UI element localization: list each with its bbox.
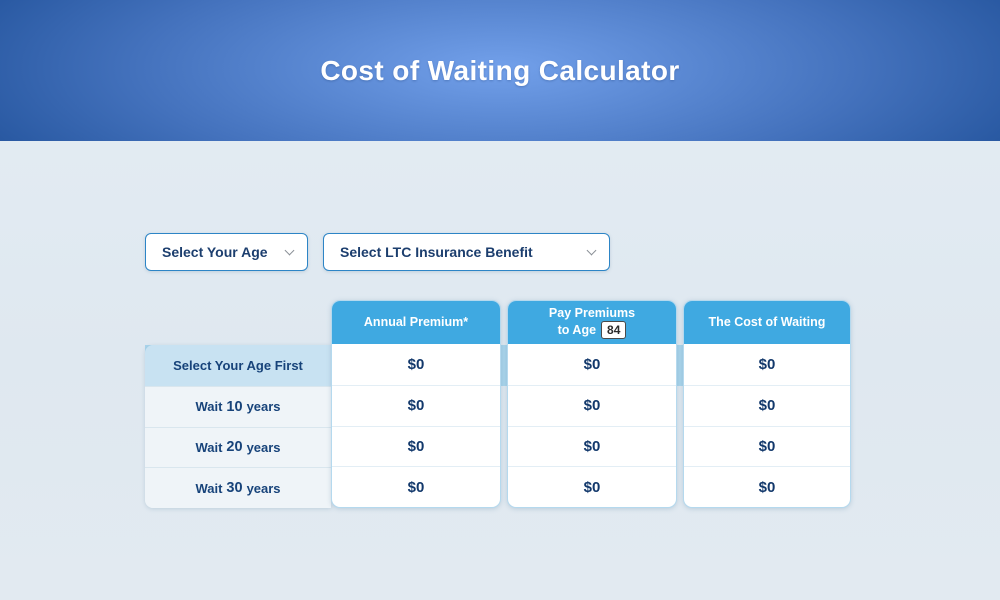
cell-cost-of-waiting-row-1: $0 bbox=[758, 355, 776, 373]
row-label-text: Wait bbox=[195, 480, 223, 496]
row-label-wait-20-years: Wait 20 years bbox=[145, 426, 331, 468]
row-label-column: Select Your Age First Wait 10 years Wait… bbox=[145, 345, 331, 508]
age-select[interactable]: Select Your Age bbox=[145, 233, 308, 271]
row-label-wait-30-years: Wait 30 years bbox=[145, 467, 331, 508]
row-label-text: Wait bbox=[195, 439, 223, 455]
row-label-number: 10 bbox=[226, 398, 243, 415]
cell-cost-of-waiting-row-3: $0 bbox=[684, 425, 850, 467]
cell-annual-premium-row-3: $0 bbox=[332, 425, 500, 467]
row-label-text: years bbox=[246, 399, 281, 415]
cell-annual-premium-row-4: $0 bbox=[332, 466, 500, 507]
row-label-text: years bbox=[246, 439, 281, 455]
column-header-text: The Cost of Waiting bbox=[708, 314, 826, 329]
row-label-number: 30 bbox=[226, 480, 243, 497]
pay-to-age-input[interactable]: 84 bbox=[601, 321, 627, 340]
row-label-number: 20 bbox=[226, 439, 243, 456]
age-select-value: Select Your Age bbox=[162, 244, 268, 260]
column-header-text: Annual Premium* bbox=[363, 314, 469, 329]
row-label-wait-10-years: Wait 10 years bbox=[145, 385, 331, 427]
chevron-down-icon bbox=[586, 245, 597, 256]
cell-pay-premiums-row-2: $0 bbox=[508, 384, 676, 426]
cell-annual-premium-row-2: $0 bbox=[332, 384, 500, 426]
column-annual-premium: Annual Premium* $0 $0 $0 $0 bbox=[331, 300, 501, 508]
column-header-pay-premiums: Pay Premiums to Age 84 bbox=[508, 301, 676, 344]
row-label-text: Wait bbox=[195, 399, 223, 415]
row-label-select-age-first: Select Your Age First bbox=[145, 345, 331, 386]
ltc-benefit-select-value: Select LTC Insurance Benefit bbox=[340, 244, 533, 260]
row-label-text: years bbox=[246, 480, 281, 496]
page-title: Cost of Waiting Calculator bbox=[320, 54, 680, 86]
cell-pay-premiums-row-3: $0 bbox=[508, 425, 676, 467]
cell-pay-premiums-row-4: $0 bbox=[508, 466, 676, 507]
column-header-text: Pay Premiums bbox=[548, 305, 636, 320]
chevron-down-icon bbox=[284, 245, 295, 256]
cell-cost-of-waiting-row-2: $0 bbox=[684, 384, 850, 426]
column-pay-premiums: Pay Premiums to Age 84 $0 $0 $0 $0 bbox=[507, 300, 677, 508]
column-header-cost-of-waiting: The Cost of Waiting bbox=[684, 301, 850, 344]
ltc-benefit-select[interactable]: Select LTC Insurance Benefit bbox=[323, 233, 610, 271]
cell-pay-premiums-row-1: $0 bbox=[583, 355, 601, 373]
column-header-annual-premium: Annual Premium* bbox=[332, 301, 500, 344]
column-cost-of-waiting: The Cost of Waiting $0 $0 $0 $0 bbox=[683, 300, 851, 508]
cell-cost-of-waiting-row-4: $0 bbox=[684, 466, 850, 507]
cell-annual-premium-row-1: $0 bbox=[407, 355, 425, 373]
row-label-text: Select Your Age First bbox=[173, 357, 303, 373]
column-header-text: to Age bbox=[557, 323, 597, 337]
page-banner: Cost of Waiting Calculator bbox=[0, 0, 1000, 141]
